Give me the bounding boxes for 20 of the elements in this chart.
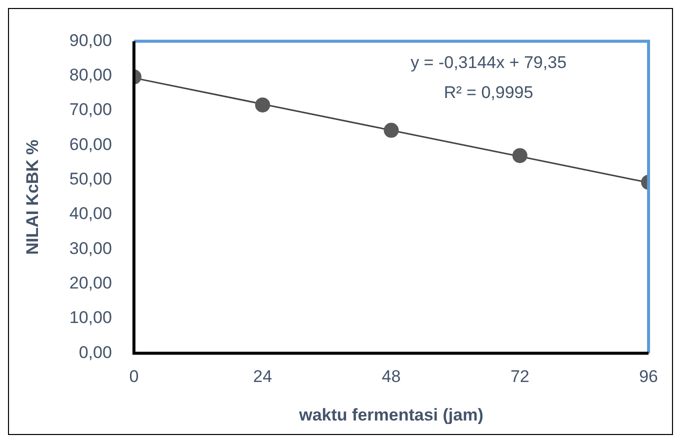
x-tick-label: 24: [253, 367, 272, 386]
y-tick-label: 0,00: [78, 342, 112, 362]
annotation: y = -0,3144x + 79,35: [410, 52, 567, 72]
x-axis-title: waktu fermentasi (jam): [298, 405, 484, 424]
y-axis-title: NILAI KcBK %: [22, 140, 42, 255]
y-tick-label: 80,00: [69, 66, 112, 85]
x-tick-label: 96: [639, 367, 658, 386]
y-tick-label: 40,00: [69, 204, 112, 224]
y-tick-label: 20,00: [69, 274, 112, 293]
y-tick-label: 30,00: [69, 238, 112, 258]
x-tick-label: 72: [510, 367, 530, 386]
y-tick-label: 90,00: [69, 30, 112, 50]
x-tick-label: 0: [129, 367, 139, 386]
y-tick-label: 50,00: [69, 170, 112, 189]
annotation: R² = 0,9995: [444, 82, 534, 102]
y-tick-label: 70,00: [69, 100, 112, 120]
x-tick-label: 48: [382, 367, 401, 386]
y-tick-label: 60,00: [69, 134, 112, 154]
y-tick-label: 10,00: [69, 308, 112, 328]
point: [384, 122, 399, 138]
